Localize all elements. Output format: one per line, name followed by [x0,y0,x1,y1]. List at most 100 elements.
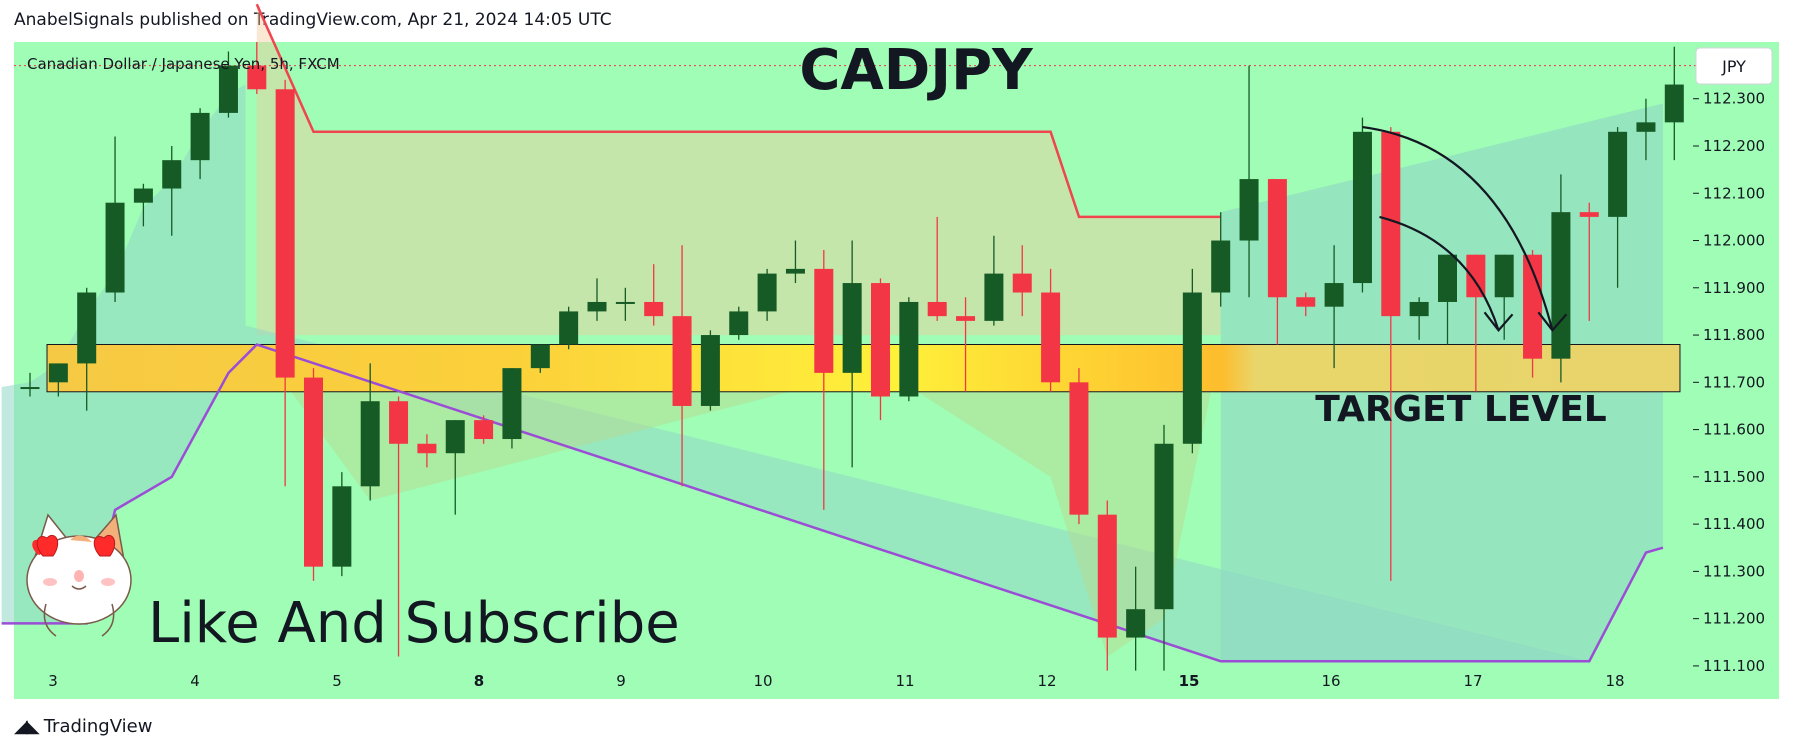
candle-body [1409,301,1429,317]
candle-body [218,65,238,113]
candle-body [48,363,68,383]
y-tick-label: 112.200 [1703,137,1765,155]
candle[interactable] [1664,46,1684,161]
candle[interactable] [1409,297,1429,340]
candle[interactable] [956,297,976,392]
candle-body [814,268,834,373]
candle[interactable] [77,287,97,411]
candle-body [502,368,522,440]
y-tick-label: 111.800 [1703,326,1765,344]
candle-body [1126,609,1146,638]
candle[interactable] [1296,292,1316,317]
candle[interactable] [162,145,182,236]
candle[interactable] [899,297,919,402]
candle[interactable] [389,396,409,657]
candle-body [1664,84,1684,123]
tradingview-footer[interactable]: ◢◣ TradingView [14,716,152,737]
x-tick-label: 11 [895,672,914,690]
x-tick-label: 4 [190,672,200,690]
candle[interactable] [1636,98,1656,161]
upper-band-fill [256,4,1221,336]
arrow-head [1537,311,1568,333]
candle[interactable] [814,249,834,510]
candle[interactable] [417,434,437,468]
candle[interactable] [445,420,465,515]
candle-body [899,301,919,397]
candle[interactable] [672,245,692,487]
candle[interactable] [218,51,238,118]
candle[interactable] [332,472,352,577]
candle-body [1041,292,1061,383]
candle[interactable] [785,240,805,284]
candle-body [389,401,409,444]
candle[interactable] [842,240,862,468]
projection-arrow [1362,125,1568,333]
candle[interactable] [927,216,947,321]
candle-body [927,301,947,317]
candle[interactable] [729,306,749,340]
candle-body [1239,179,1259,241]
candle[interactable] [757,268,777,321]
candle[interactable] [247,42,267,94]
candle-body [1579,212,1599,217]
candle[interactable] [700,330,720,411]
candle-body [956,316,976,321]
arrow-head [1483,311,1514,333]
candle[interactable] [1267,179,1287,345]
tradingview-logo-icon: ◢◣ [14,716,40,737]
candle[interactable] [20,372,40,397]
candle[interactable] [190,108,210,180]
candle[interactable] [1239,65,1259,298]
candle[interactable] [1608,127,1628,288]
candle[interactable] [1097,500,1117,671]
y-axis[interactable]: 112.300 112.200 112.100 112.000 111.900 111.8… [1693,90,1765,675]
candlesticks[interactable] [20,42,1684,671]
candle[interactable] [1069,368,1089,525]
arrow-curve [1379,215,1500,331]
candle[interactable] [502,368,522,449]
candle[interactable] [871,278,890,421]
candle-body [445,420,465,454]
candle[interactable] [1579,202,1599,321]
candle[interactable] [304,368,323,581]
candle[interactable] [1126,566,1146,671]
candle[interactable] [984,235,1004,326]
candle-body [162,160,182,189]
candle[interactable] [133,183,153,227]
candle-body [1069,382,1089,515]
candle[interactable] [1012,245,1032,317]
candle[interactable] [1551,174,1571,383]
currency-badge[interactable]: JPY [1695,47,1773,85]
candle-body [247,65,267,90]
candle[interactable] [1324,245,1344,369]
candle-body [530,344,550,369]
candle-body [304,377,323,567]
candle[interactable] [48,363,68,397]
candle[interactable] [360,363,380,501]
candle[interactable] [1154,424,1174,671]
candle[interactable] [615,287,635,321]
candle[interactable] [1352,117,1372,293]
candle[interactable] [530,344,550,373]
candle[interactable] [559,306,579,350]
candle-body [1211,240,1231,293]
candle[interactable] [1438,254,1457,345]
candle[interactable] [1494,254,1514,340]
candle[interactable] [587,278,607,321]
x-axis[interactable]: 3 4 5 8 9 10 11 12 15 16 17 18 [48,672,1624,690]
candle-body [1267,179,1287,298]
y-tick-label: 111.400 [1703,515,1765,533]
candle[interactable] [1182,268,1202,454]
candle[interactable] [1041,268,1061,392]
candle[interactable] [1466,254,1486,392]
candle[interactable] [275,79,295,487]
candle[interactable] [1381,127,1401,581]
y-tick-label: 111.100 [1703,657,1765,675]
candle-body [1381,131,1401,317]
candle[interactable] [474,415,494,444]
candle[interactable] [105,136,125,302]
candle[interactable] [644,264,664,326]
candle-body [644,301,664,317]
candle[interactable] [1211,212,1231,307]
